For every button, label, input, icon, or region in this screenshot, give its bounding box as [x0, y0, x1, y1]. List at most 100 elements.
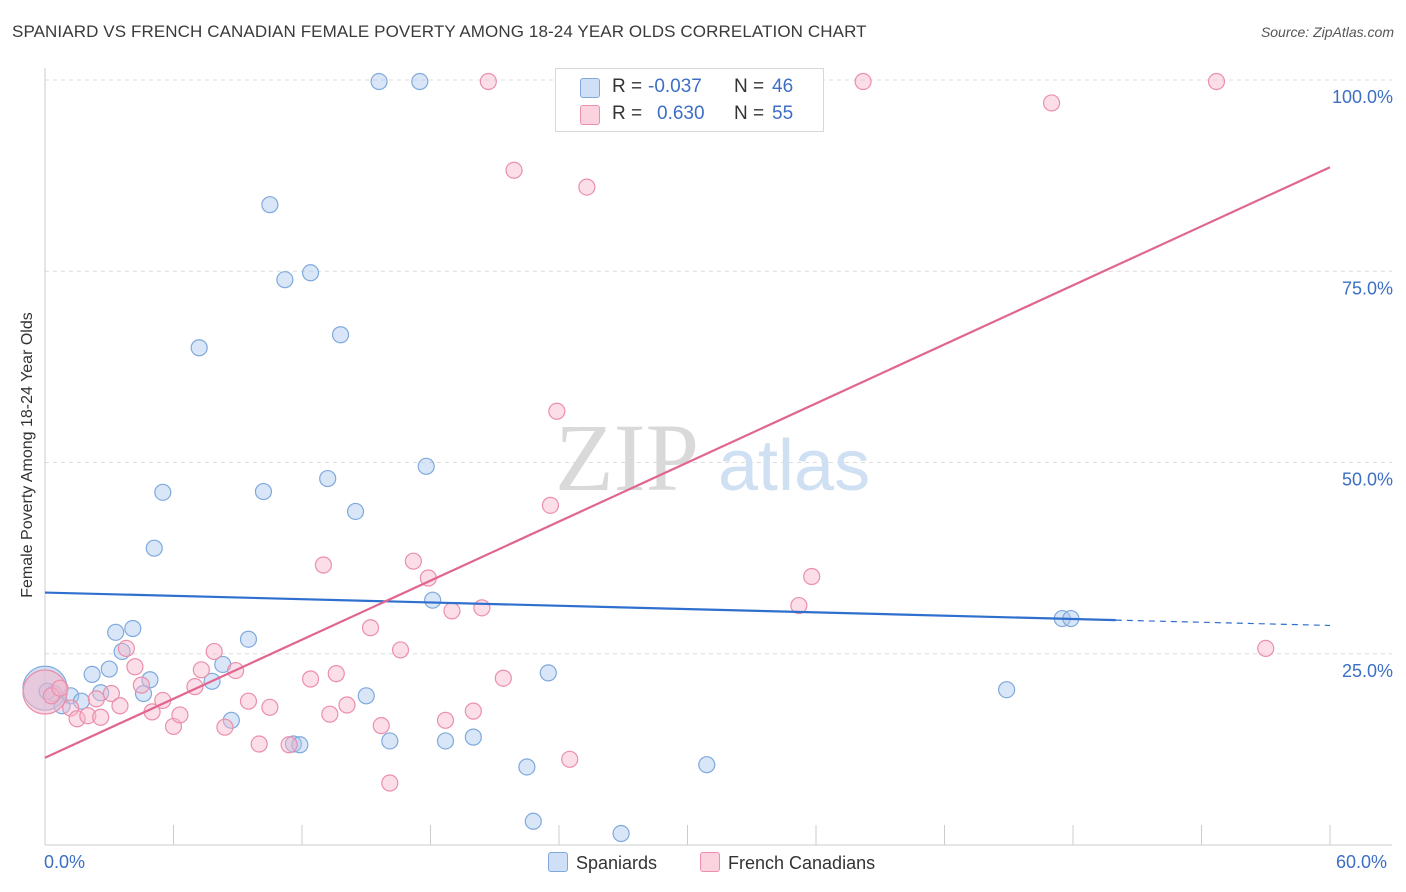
y-tick-label: 100.0%	[1332, 87, 1393, 107]
french-canadians-point	[548, 402, 566, 420]
trend-lines	[44, 166, 1331, 759]
legend-swatch-spaniards	[580, 78, 600, 98]
french-canadians-point	[464, 702, 482, 720]
y-tick-label: 50.0%	[1342, 470, 1393, 490]
spaniards-point	[222, 711, 240, 729]
legend-r-value: -0.037	[648, 76, 702, 97]
spaniards-point	[141, 671, 159, 689]
spaniards-point	[261, 196, 279, 214]
spaniards-point	[417, 457, 435, 475]
french-canadians-point	[321, 705, 339, 723]
french-canadians-point	[132, 676, 150, 694]
legend-n-value: 55	[772, 103, 794, 124]
french-canadians-point	[473, 599, 491, 617]
legend-r-label: R =	[612, 76, 643, 97]
spaniards-point	[357, 687, 375, 705]
french-canadians-point	[102, 684, 120, 703]
legend-r-value: 0.630	[657, 103, 705, 124]
french-canadians-point	[216, 718, 234, 736]
spaniards-point	[998, 681, 1016, 699]
spaniards-point	[524, 812, 542, 830]
spaniards-point	[145, 539, 163, 557]
french-canadians-point	[391, 641, 410, 659]
french-canadians-point	[436, 711, 455, 729]
french-canadians-point	[361, 619, 380, 637]
watermark: ZIP atlas	[555, 404, 870, 511]
french-canadians-point	[1207, 72, 1226, 91]
spaniards-point	[83, 665, 101, 684]
french-canadians-point	[494, 669, 512, 687]
spaniards-point	[346, 502, 365, 521]
french-canadians-point	[561, 750, 579, 768]
spaniards-trend-line	[44, 591, 1116, 622]
french-canadians-point	[117, 639, 135, 657]
french-canadians-point	[372, 717, 390, 735]
spaniards-point	[124, 619, 142, 638]
spaniards-point	[436, 732, 455, 750]
french-canadians-point	[301, 670, 320, 688]
bottom-legend-french-canadians: French Canadians	[700, 852, 875, 874]
legend-row-spaniards: R = -0.037 N = 46	[556, 74, 823, 100]
spaniards-point	[190, 339, 208, 357]
french-canadians-point	[803, 567, 821, 586]
grid-lines	[45, 79, 1392, 655]
french-canadians-point	[87, 690, 106, 708]
legend-n-value: 46	[772, 76, 794, 97]
french-canadians-point	[327, 665, 345, 683]
spaniards-trend-extension	[1115, 619, 1331, 627]
spaniards-point	[254, 482, 273, 501]
french-canadians-point	[381, 774, 399, 792]
bottom-legend-swatch-french-canadians	[700, 852, 720, 872]
french-canadians-point	[126, 658, 144, 676]
french-canadians-point	[261, 698, 279, 716]
french-canadians-point	[171, 706, 189, 724]
french-canadians-point	[1042, 94, 1061, 112]
french-canadians-point	[404, 552, 422, 570]
legend-n-label: N =	[734, 103, 765, 124]
french-canadians-point	[51, 679, 69, 697]
spaniards-point	[239, 630, 258, 648]
watermark-zip: ZIP	[555, 404, 699, 511]
spaniards-point	[301, 264, 320, 282]
chart-title: SPANIARD VS FRENCH CANADIAN FEMALE POVER…	[12, 22, 867, 41]
y-tick-labels: 25.0% 50.0% 75.0% 100.0%	[1332, 87, 1393, 681]
chart-source: Source: ZipAtlas.com	[1260, 24, 1394, 40]
french-canadians-point	[92, 708, 110, 726]
legend-r-label: R =	[612, 103, 643, 124]
bottom-legend-label-french-canadians: French Canadians	[728, 853, 876, 873]
french-canadians-point	[205, 642, 223, 661]
spaniards-point	[698, 756, 716, 774]
spaniards-point	[424, 591, 442, 609]
bottom-legend-spaniards: Spaniards	[548, 852, 657, 874]
french-canadians-point	[250, 735, 268, 753]
spaniards-point	[107, 623, 125, 641]
french-canadians-point	[79, 707, 97, 725]
french-canadians-point	[62, 699, 80, 717]
french-canadians-point	[854, 72, 872, 91]
spaniards-point	[331, 326, 350, 344]
spaniards-point	[370, 72, 388, 91]
legend-n-label: N =	[734, 76, 765, 97]
y-tick-label: 75.0%	[1342, 278, 1393, 298]
legend-swatch-french-canadians	[580, 105, 600, 125]
spaniards-point	[72, 692, 91, 710]
spaniards-point	[539, 664, 557, 682]
spaniards-point	[154, 483, 172, 501]
stats-legend: R = -0.037 N = 46 R = 0.630 N = 55	[555, 68, 824, 132]
spaniards-point	[464, 728, 482, 746]
watermark-atlas: atlas	[718, 426, 870, 506]
french-canadians-point	[790, 596, 808, 615]
y-tick-label: 25.0%	[1342, 661, 1393, 681]
spaniards-point	[100, 660, 118, 678]
legend-row-french-canadians: R = 0.630 N = 55	[556, 101, 823, 127]
spaniards-point	[381, 732, 399, 750]
french-canadians-point	[505, 161, 523, 179]
french-canadians-point	[1257, 639, 1275, 657]
french-canadians-point	[443, 602, 461, 620]
french-canadians-point	[68, 710, 86, 728]
spaniards-point	[276, 271, 294, 289]
axes	[44, 68, 1392, 846]
french-canadians-point	[338, 696, 356, 714]
spaniards-point	[612, 824, 630, 843]
